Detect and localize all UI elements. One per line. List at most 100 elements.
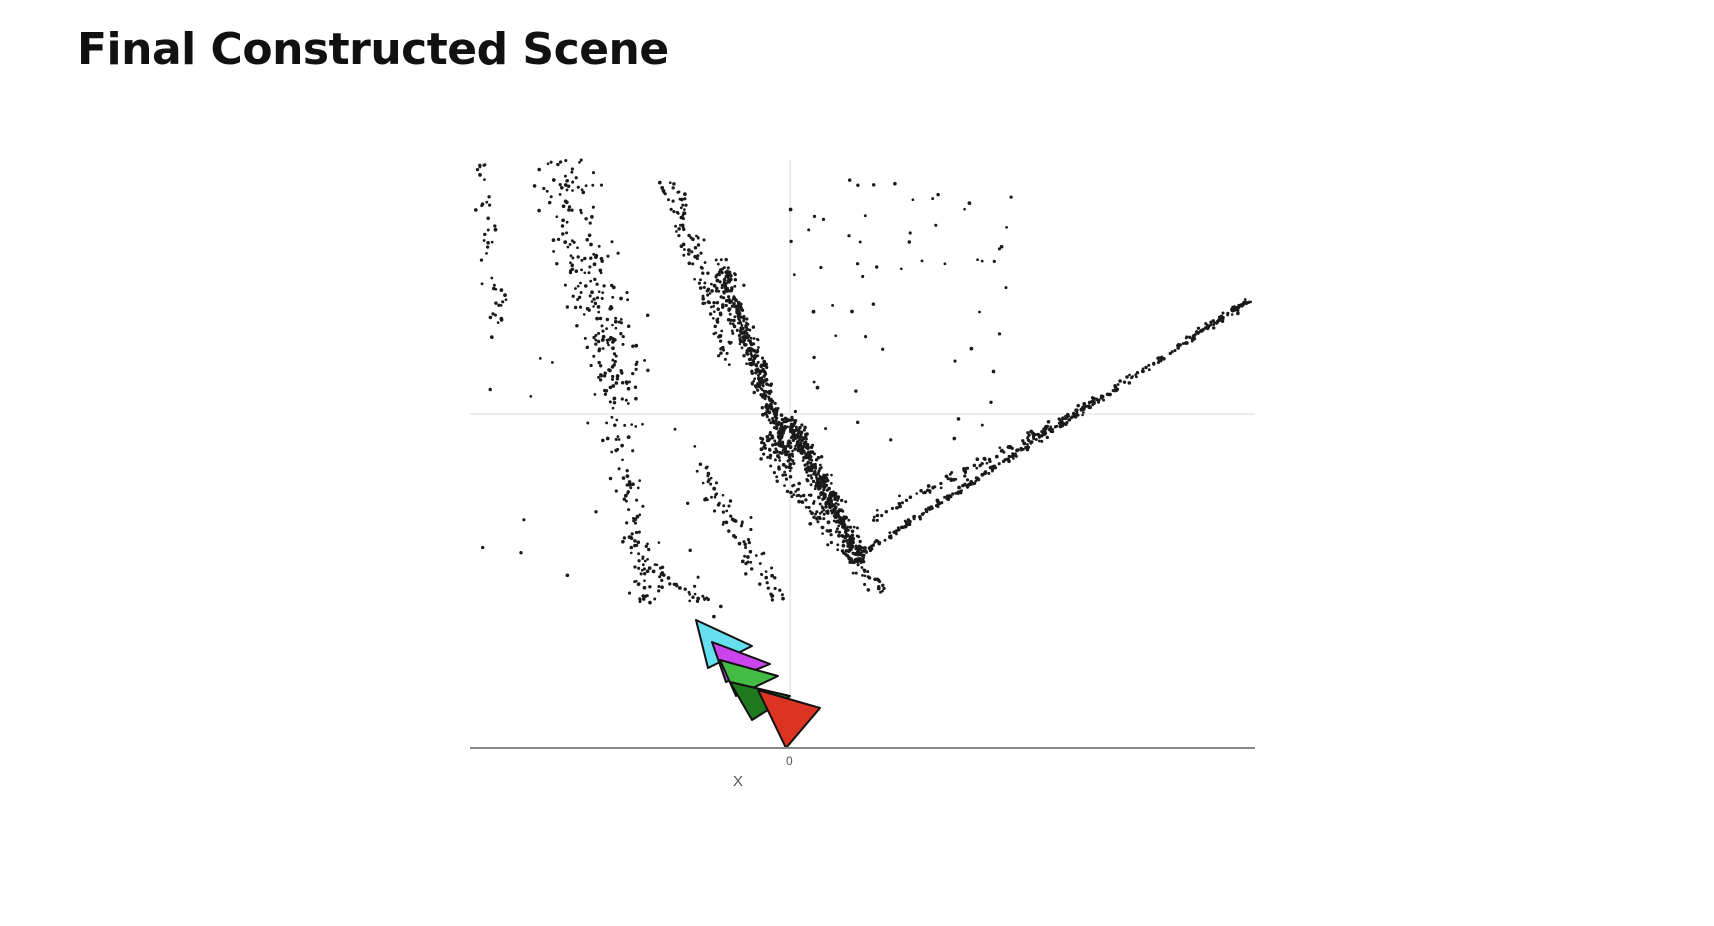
point [740, 346, 744, 350]
point [1095, 397, 1098, 401]
point [715, 278, 720, 283]
point [614, 381, 619, 385]
point [908, 231, 912, 235]
point [683, 197, 687, 201]
point [1003, 458, 1007, 462]
point [822, 488, 826, 492]
point [586, 421, 590, 425]
point [762, 374, 766, 378]
point [615, 418, 619, 422]
point [714, 331, 718, 335]
point [783, 416, 787, 420]
point [861, 553, 866, 558]
point [646, 557, 649, 561]
point [841, 509, 845, 513]
point [810, 476, 814, 480]
point [925, 509, 929, 514]
point [746, 560, 750, 564]
point [815, 476, 818, 479]
point [565, 220, 569, 224]
point [689, 236, 693, 240]
point [718, 339, 723, 343]
point [850, 529, 855, 534]
point [597, 290, 601, 294]
point [793, 447, 798, 451]
point [794, 428, 798, 432]
point [747, 339, 751, 343]
point [794, 425, 798, 429]
point [805, 443, 810, 447]
point [719, 295, 723, 299]
point [899, 267, 903, 271]
point [773, 439, 777, 443]
point [549, 160, 553, 164]
point [704, 466, 708, 470]
point [703, 281, 707, 285]
point [549, 195, 553, 199]
point [677, 234, 681, 238]
point [594, 253, 599, 258]
point [765, 435, 770, 439]
point [590, 215, 594, 219]
point [601, 438, 605, 443]
point [753, 353, 757, 358]
point [491, 312, 495, 316]
point [571, 294, 575, 298]
point [810, 469, 814, 473]
point [720, 305, 725, 309]
point [807, 505, 811, 510]
point [675, 210, 680, 215]
point [975, 466, 979, 470]
point [818, 467, 822, 471]
point [658, 575, 662, 579]
point [1152, 362, 1156, 366]
point [863, 214, 867, 218]
point [843, 526, 847, 530]
point [591, 205, 595, 209]
point [741, 335, 744, 339]
point [858, 547, 863, 551]
point [716, 307, 720, 311]
point [1190, 337, 1195, 341]
point [657, 180, 662, 185]
point [749, 527, 753, 532]
point [791, 449, 794, 453]
point [626, 324, 631, 329]
point [1243, 298, 1247, 301]
point [551, 238, 556, 242]
point [908, 495, 913, 499]
point [762, 452, 766, 456]
point [673, 427, 677, 431]
point [577, 295, 582, 300]
point [578, 161, 581, 164]
point [1113, 384, 1117, 388]
point [1134, 373, 1137, 377]
point [792, 273, 796, 277]
point [770, 435, 775, 440]
point [1230, 308, 1234, 312]
point [635, 514, 640, 519]
point [563, 183, 568, 187]
point [691, 262, 695, 266]
point [592, 305, 595, 308]
point [624, 398, 628, 402]
point [601, 291, 605, 295]
point [788, 462, 793, 467]
point [963, 207, 966, 211]
point [895, 506, 899, 510]
point [810, 511, 814, 516]
point [929, 505, 934, 510]
point [1005, 226, 1008, 229]
point [621, 342, 625, 346]
point [487, 195, 491, 199]
point [812, 501, 816, 505]
point [881, 583, 885, 588]
point [806, 460, 810, 464]
point [812, 214, 817, 219]
point [769, 456, 772, 460]
point [773, 402, 777, 405]
point [639, 572, 643, 576]
point [972, 481, 977, 486]
point [1029, 440, 1034, 444]
point [710, 282, 713, 286]
